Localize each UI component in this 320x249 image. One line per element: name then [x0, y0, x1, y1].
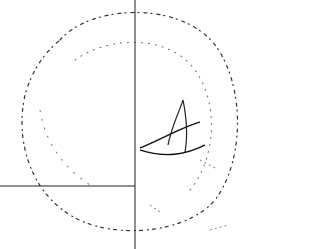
page: Sketch {} html, body { margin: 0; paddin… [0, 0, 248, 249]
sketch [0, 0, 248, 249]
body [0, 0, 248, 249]
background [0, 0, 248, 249]
